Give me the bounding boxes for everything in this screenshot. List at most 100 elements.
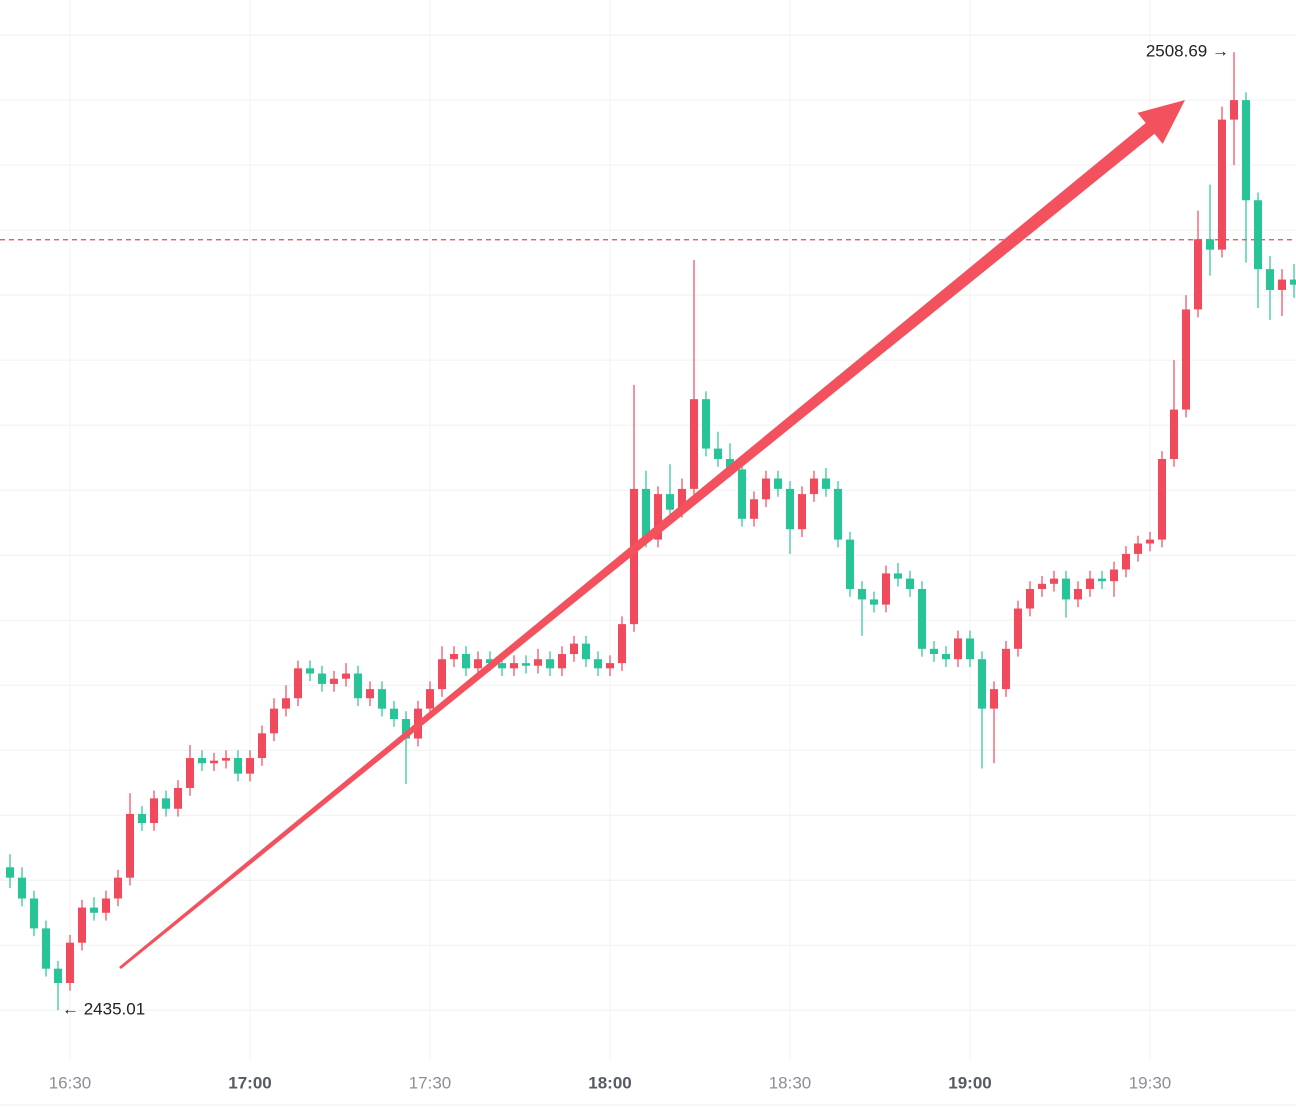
candle-body <box>1218 119 1226 250</box>
candle-body <box>426 689 434 709</box>
candle-body <box>822 478 830 489</box>
candle-body <box>990 689 998 709</box>
x-tick-label: 17:00 <box>228 1073 271 1092</box>
candle-body <box>834 488 842 540</box>
candle-body <box>438 659 446 690</box>
candle-body <box>462 654 470 669</box>
candle-body <box>1158 458 1166 540</box>
x-tick-label: 16:30 <box>49 1073 92 1092</box>
candle-body <box>1038 583 1046 590</box>
candle-body <box>678 488 686 510</box>
candle-body <box>354 673 362 699</box>
candle-body <box>582 643 590 660</box>
candle-body <box>642 488 650 540</box>
candle-body <box>1254 200 1262 270</box>
candle-body <box>162 798 170 809</box>
x-tick-label: 19:30 <box>1129 1073 1172 1092</box>
candle-body <box>1194 239 1202 310</box>
candle-body <box>1242 100 1250 201</box>
candle-body <box>1098 578 1106 582</box>
candle-body <box>1074 589 1082 600</box>
candle-body <box>534 659 542 666</box>
candle-body <box>330 678 338 684</box>
price-annotation: ← 2435.01 <box>62 1000 145 1019</box>
candle-body <box>714 448 722 459</box>
candle-body <box>918 589 926 649</box>
candle-body <box>66 942 74 983</box>
candle-body <box>930 648 938 655</box>
candle-body <box>1014 608 1022 649</box>
candle-body <box>594 659 602 669</box>
candle-body <box>654 494 662 540</box>
candle-body <box>114 877 122 899</box>
candle-body <box>774 478 782 489</box>
x-tick-label: 18:30 <box>769 1073 812 1092</box>
candle-body <box>954 638 962 660</box>
candle-body <box>138 813 146 824</box>
candle-body <box>1134 543 1142 554</box>
candle-body <box>810 478 818 495</box>
grid <box>0 0 1296 1060</box>
candle-body <box>966 638 974 660</box>
candle-body <box>786 488 794 530</box>
candle-body <box>666 494 674 510</box>
candle-body <box>1182 309 1190 410</box>
candle-body <box>78 907 86 943</box>
candle-body <box>606 663 614 669</box>
candle-body <box>6 867 14 878</box>
candle-body <box>150 798 158 824</box>
candle-body <box>846 539 854 590</box>
candle-body <box>198 758 206 764</box>
candle-body <box>102 898 110 913</box>
candle-body <box>1050 578 1058 584</box>
candle-body <box>270 708 278 734</box>
candle-body <box>1170 409 1178 459</box>
candle-body <box>1026 589 1034 609</box>
candle-body <box>630 488 638 625</box>
candle-body <box>1278 279 1286 290</box>
candle-body <box>1266 269 1274 290</box>
candle-body <box>234 758 242 774</box>
candle-body <box>90 907 98 913</box>
candle-body <box>798 494 806 530</box>
candle-body <box>186 758 194 788</box>
candle-body <box>306 668 314 674</box>
candle-body <box>750 499 758 519</box>
candle-body <box>42 928 50 969</box>
candle-body <box>30 898 38 929</box>
candle-body <box>1062 578 1070 600</box>
candle-body <box>378 689 386 709</box>
candle-body <box>54 968 62 983</box>
candle-body <box>1122 553 1130 570</box>
candle-body <box>510 663 518 669</box>
labels: 16:30 17:00 17:30 18:00 18:30 19:00 19:30 2508.… <box>49 42 1229 1093</box>
candle-body <box>894 573 902 579</box>
candle-body <box>174 787 182 809</box>
candle-body <box>738 469 746 519</box>
candle-body <box>978 659 986 709</box>
candle-body <box>762 478 770 500</box>
candle-body <box>222 758 230 761</box>
candle-body <box>258 733 266 759</box>
candle-body <box>618 624 626 664</box>
candle-body <box>1290 279 1296 285</box>
candle-body <box>726 458 734 470</box>
candle-body <box>558 654 566 669</box>
candle-body <box>246 758 254 774</box>
candle-body <box>906 578 914 590</box>
candle-body <box>702 399 710 449</box>
candle-body <box>858 589 866 600</box>
candle-body <box>546 659 554 669</box>
candle-body <box>1146 539 1154 544</box>
candle-body <box>126 813 134 878</box>
candle-body <box>870 599 878 605</box>
candle-body <box>390 708 398 720</box>
candle-body <box>18 877 26 899</box>
candle-body <box>282 698 290 709</box>
x-tick-label: 19:00 <box>948 1073 991 1092</box>
price-annotation: 2508.69 → <box>1146 42 1229 61</box>
candle-body <box>486 659 494 664</box>
candle-body <box>210 760 218 764</box>
candle-body <box>1230 100 1238 120</box>
